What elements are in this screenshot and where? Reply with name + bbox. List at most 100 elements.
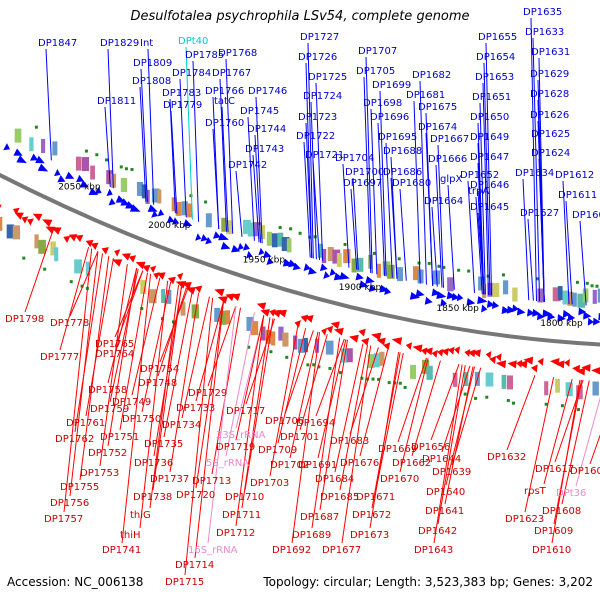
forward-gene-arrow xyxy=(171,217,179,225)
reverse-gene-arrow xyxy=(21,216,29,224)
forward-gene-arrow xyxy=(451,292,460,301)
bottom-gene-label: DP1733 xyxy=(176,403,215,414)
gc-marker xyxy=(585,281,589,285)
leader-line xyxy=(85,258,114,417)
gc-marker xyxy=(328,366,332,370)
top-gene-label: DP1699 xyxy=(372,80,411,91)
reverse-gene-arrow xyxy=(330,321,340,330)
gene-category-block xyxy=(38,239,46,254)
forward-gene-arrow xyxy=(481,304,488,313)
top-gene-label: DP1645 xyxy=(470,202,509,213)
leader-line xyxy=(235,315,265,527)
leader-line xyxy=(121,273,152,544)
reverse-gene-arrow xyxy=(447,346,455,355)
top-gene-label: DP1744 xyxy=(247,124,286,135)
leader-line xyxy=(185,46,193,220)
gene-category-block xyxy=(343,249,351,264)
top-gene-label: DP1649 xyxy=(470,132,509,143)
forward-gene-arrow xyxy=(512,304,519,313)
leader-line xyxy=(74,253,104,433)
leader-line xyxy=(247,116,255,241)
top-gene-label: DP1725 xyxy=(308,72,347,83)
reverse-gene-arrow xyxy=(383,342,391,351)
top-gene-label: DP1688 xyxy=(383,146,422,157)
forward-gene-arrow xyxy=(95,186,102,195)
forward-gene-arrow xyxy=(37,163,49,172)
reverse-gene-arrow xyxy=(90,242,99,250)
top-gene-label: DP1680 xyxy=(392,178,431,189)
leader-line xyxy=(269,325,299,477)
top-gene-label: DP1847 xyxy=(38,38,77,49)
gene-category-block xyxy=(485,372,494,387)
gc-marker xyxy=(437,264,441,268)
forward-gene-arrow xyxy=(120,198,130,206)
bottom-gene-label: DP1642 xyxy=(418,526,457,537)
gene-category-block xyxy=(555,378,560,393)
leader-line xyxy=(315,338,345,417)
gene-category-block xyxy=(141,184,147,199)
leader-line xyxy=(169,292,200,473)
reverse-gene-arrow xyxy=(507,360,517,369)
leader-line xyxy=(212,128,220,229)
reverse-gene-arrow xyxy=(121,253,131,261)
leader-line xyxy=(350,188,358,270)
gene-category-block xyxy=(54,247,59,262)
feature-layer xyxy=(0,125,600,412)
forward-gene-arrow xyxy=(129,204,141,212)
leader-line xyxy=(385,142,393,278)
leader-line xyxy=(184,297,214,576)
reverse-gene-arrow xyxy=(371,332,382,341)
top-gene-label: DP1707 xyxy=(358,46,397,57)
leader-line xyxy=(114,270,144,348)
leader-line xyxy=(530,17,537,301)
leader-line xyxy=(305,122,313,258)
bottom-gene-label: DP1671 xyxy=(356,492,395,503)
top-gene-label: DP1727 xyxy=(300,32,339,43)
gc-marker xyxy=(278,226,282,230)
bottom-gene-label: DP1736 xyxy=(134,458,173,469)
leader-line xyxy=(244,318,274,491)
gene-category-block xyxy=(562,290,569,305)
leader-line xyxy=(207,305,237,544)
gene-category-block xyxy=(151,188,160,203)
leader-line xyxy=(437,365,466,525)
forward-gene-arrow xyxy=(339,272,350,280)
leader-line xyxy=(589,434,600,465)
bottom-gene-label: DP1608 xyxy=(542,506,581,517)
forward-gene-arrow xyxy=(542,309,553,318)
top-gene-label: DP1646 xyxy=(470,180,509,191)
leader-line xyxy=(45,48,52,161)
gc-marker xyxy=(590,284,594,288)
reverse-gene-arrow xyxy=(489,355,497,364)
forward-gene-arrow xyxy=(151,210,159,218)
gene-category-block xyxy=(140,279,147,294)
gene-category-block xyxy=(321,248,327,263)
leader-line xyxy=(437,144,444,288)
forward-gene-arrow xyxy=(200,234,208,242)
reverse-gene-arrow xyxy=(431,350,438,358)
reverse-gene-arrow xyxy=(420,347,428,356)
gene-category-block xyxy=(225,310,231,325)
leader-line xyxy=(245,318,276,405)
gene-category-block xyxy=(205,213,212,228)
leader-line xyxy=(431,206,438,287)
gene-category-block xyxy=(41,138,46,153)
forward-gene-arrow xyxy=(501,306,511,315)
forward-gene-arrow xyxy=(231,244,241,253)
bottom-gene-label: DP1752 xyxy=(88,448,127,459)
top-gene-label: DP1634 xyxy=(515,168,554,179)
gene-category-block xyxy=(325,340,334,355)
forward-gene-arrow xyxy=(409,291,421,300)
gene-category-block xyxy=(180,301,186,316)
leader-line xyxy=(99,264,128,467)
gc-marker xyxy=(95,153,99,157)
forward-gene-arrow xyxy=(30,153,39,161)
leader-line xyxy=(119,272,148,431)
reverse-gene-arrow xyxy=(437,348,444,357)
bottom-gene-label: DP1610 xyxy=(532,545,571,556)
kbp-tick-label: 1900 kbp xyxy=(339,283,382,293)
top-gene-label: DP1742 xyxy=(228,160,267,171)
top-gene-label: DP1698 xyxy=(363,98,402,109)
top-gene-label: DP1647 xyxy=(470,152,509,163)
bottom-gene-label: DP1623 xyxy=(505,514,544,525)
